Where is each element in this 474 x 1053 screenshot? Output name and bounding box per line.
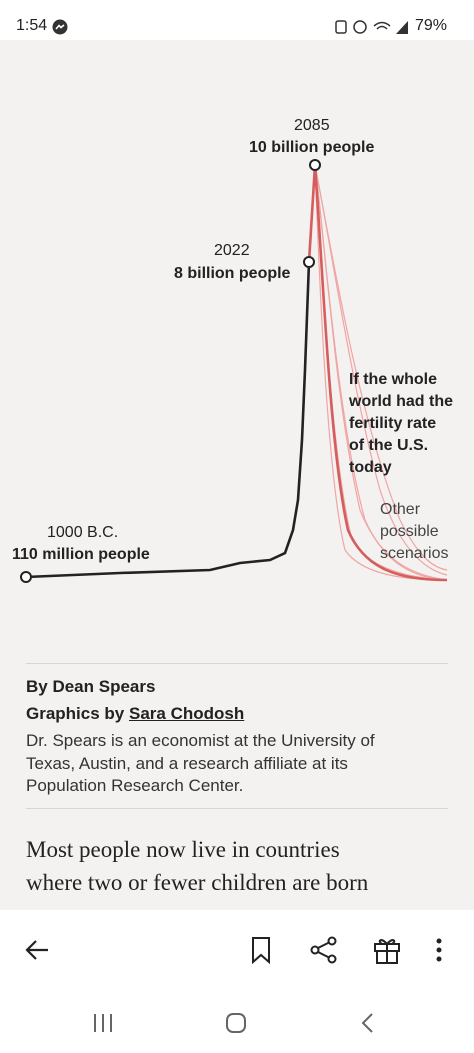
bookmark-button[interactable]: [250, 936, 272, 964]
graphics-prefix: Graphics by: [26, 704, 125, 723]
us-fertility-line: [307, 164, 448, 582]
peak-point: [309, 159, 321, 171]
us-scenario-note: If the whole world had the fertility rate o…: [349, 369, 453, 479]
peak-label: 10 billion people: [249, 139, 375, 156]
divider: [26, 663, 448, 664]
text-line: where two or fewer children are born: [26, 870, 369, 895]
article-content: 2085 10 billion people 2022 8 billion pe…: [0, 40, 474, 910]
text-line: Dr. Spears is an economist at the Univer…: [26, 731, 375, 750]
start-year: 1000 B.C.: [47, 524, 119, 541]
text-line: fertility rate: [349, 415, 437, 432]
other-scenarios-note: Other possible scenarios: [380, 499, 448, 565]
start-point: [20, 571, 32, 583]
text-line: today: [349, 459, 392, 476]
system-back-button[interactable]: [360, 1012, 376, 1034]
status-time: 1:54: [16, 17, 48, 34]
text-line: Other: [380, 501, 421, 518]
text-line: possible: [380, 523, 439, 540]
back-button[interactable]: [24, 938, 50, 962]
text-line: Most people now live in countries: [26, 837, 340, 862]
gift-button[interactable]: [373, 935, 401, 965]
graphics-author-link[interactable]: Sara Chodosh: [129, 704, 245, 723]
historical-line: [25, 261, 311, 579]
author-bio: Dr. Spears is an economist at the Univer…: [26, 730, 375, 798]
text-line: If the whole: [349, 371, 437, 388]
author: By Dean Spears: [26, 677, 156, 696]
more-button[interactable]: [434, 937, 444, 963]
start-label: 110 million people: [12, 546, 150, 563]
article-body: Most people now live in countries where t…: [26, 833, 368, 899]
text-line: Texas, Austin, and a research affiliate …: [26, 753, 348, 773]
graphics-credit: Graphics by Sara Chodosh: [26, 704, 244, 724]
divider: [26, 808, 448, 809]
navigation-bar: [0, 990, 474, 1053]
scenario-lines: [314, 164, 448, 581]
toolbar: [0, 910, 474, 990]
peak-year: 2085: [294, 117, 330, 134]
text-line: of the U.S.: [349, 437, 429, 454]
text-line: Population Research Center.: [26, 776, 244, 795]
today-point: [303, 256, 315, 268]
today-year: 2022: [214, 242, 250, 259]
recent-apps-button[interactable]: [92, 1012, 114, 1034]
population-graphic: [20, 159, 448, 583]
share-button[interactable]: [310, 936, 338, 964]
home-button[interactable]: [225, 1012, 247, 1034]
text-line: world had the: [349, 393, 453, 410]
today-label: 8 billion people: [174, 265, 291, 282]
text-line: scenarios: [380, 545, 449, 562]
status-icons: [335, 20, 408, 34]
messenger-icon: [52, 19, 68, 35]
status-battery: 79%: [415, 17, 448, 34]
